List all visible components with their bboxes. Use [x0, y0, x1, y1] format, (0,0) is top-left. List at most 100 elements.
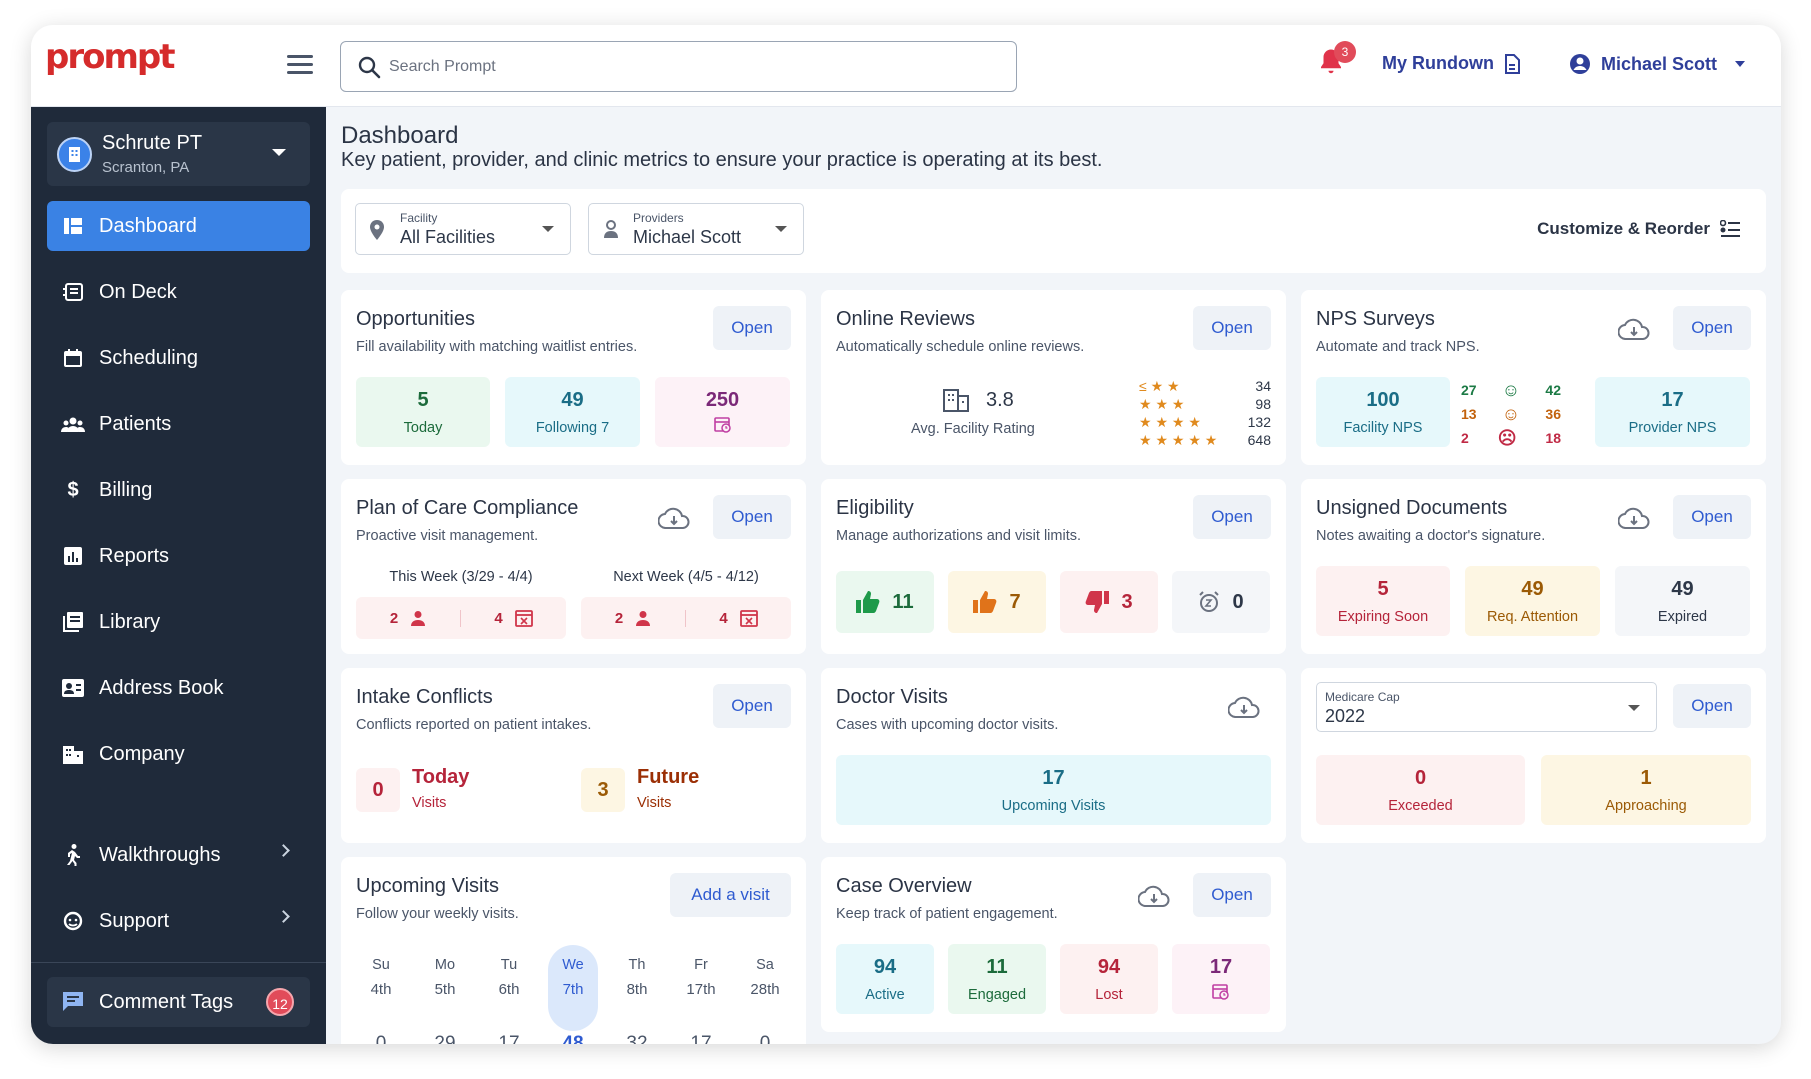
passives-row: 13 ☺ 36: [1461, 402, 1561, 426]
open-button[interactable]: Open: [1193, 495, 1271, 539]
main-content: Dashboard Key patient, provider, and cli…: [326, 107, 1781, 1044]
sidebar-item-on-deck[interactable]: On Deck: [47, 267, 310, 317]
medicare-cap-select[interactable]: Medicare Cap 2022: [1316, 682, 1657, 732]
card-title: Intake Conflicts: [356, 686, 493, 708]
next-week-tile[interactable]: 2 4: [581, 597, 791, 639]
upcoming-visits-tile[interactable]: 17 Upcoming Visits: [836, 755, 1271, 825]
clinic-location: Scranton, PA: [102, 159, 190, 176]
open-button[interactable]: Open: [713, 495, 791, 539]
facility-select-value: All Facilities: [400, 227, 496, 247]
open-button[interactable]: Open: [1673, 495, 1751, 539]
req-attention-tile[interactable]: 49 Req. Attention: [1465, 566, 1600, 636]
comment-tags-count-badge: 12: [266, 988, 294, 1016]
sidebar-item-support[interactable]: Support: [47, 896, 310, 946]
today-conflicts-count[interactable]: 0: [356, 768, 400, 812]
calendar-clock-icon: [1212, 984, 1229, 1000]
sidebar-item-dashboard[interactable]: Dashboard: [47, 201, 310, 251]
lost-tile[interactable]: 94 Lost: [1060, 944, 1158, 1014]
day-column[interactable]: Fr 17th 17: [676, 945, 726, 1044]
day-column-current[interactable]: We 7th 48: [548, 945, 598, 1044]
approaching-tile[interactable]: 1 Approaching: [1541, 755, 1751, 825]
future-conflicts-label: Future: [637, 766, 700, 788]
tile-label: Upcoming Visits: [1001, 798, 1106, 814]
engaged-tile[interactable]: 11 Engaged: [948, 944, 1046, 1014]
cloud-download-icon[interactable]: [1618, 507, 1650, 529]
day-column[interactable]: Sa 28th 0: [740, 945, 790, 1044]
sidebar-item-library[interactable]: Library: [47, 597, 310, 647]
comment-tags-button[interactable]: Comment Tags 12: [47, 977, 310, 1027]
online-reviews-card: Online Reviews Automatically schedule on…: [821, 290, 1286, 465]
pending-tile[interactable]: 0: [1172, 571, 1270, 633]
filter-bar: Facility All Facilities Providers Michae…: [341, 189, 1766, 273]
tile-value: 1: [1640, 767, 1652, 789]
day-column[interactable]: Th 8th 32: [612, 945, 662, 1044]
cloud-download-icon[interactable]: [658, 507, 690, 529]
menu-icon[interactable]: [287, 55, 313, 75]
prompt-logo[interactable]: prompt: [45, 37, 175, 77]
open-button[interactable]: Open: [1193, 873, 1271, 917]
user-avatar-icon: [1570, 54, 1590, 74]
cloud-download-icon[interactable]: [1138, 885, 1170, 907]
sidebar-item-billing[interactable]: $ Billing: [47, 465, 310, 515]
eligibility-card: Eligibility Manage authorizations and vi…: [821, 479, 1286, 654]
sidebar-item-company[interactable]: Company: [47, 729, 310, 779]
facility-nps-tile[interactable]: 100 Facility NPS: [1316, 377, 1450, 447]
on-deck-icon: [47, 283, 99, 301]
library-icon: [47, 612, 99, 632]
following-tile[interactable]: 49 Following 7: [505, 377, 640, 447]
sidebar-item-reports[interactable]: Reports: [47, 531, 310, 581]
providers-select[interactable]: Providers Michael Scott: [588, 203, 804, 255]
tile-label: Approaching: [1605, 798, 1687, 814]
passives-facility: 13: [1461, 406, 1477, 422]
search-box[interactable]: [340, 41, 1017, 92]
providers-select-label: Providers: [633, 211, 684, 225]
cloud-download-icon[interactable]: [1228, 696, 1260, 718]
card-subtitle: Manage authorizations and visit limits.: [836, 528, 1082, 544]
day-count: 0: [759, 1033, 771, 1044]
warning-tile[interactable]: 7: [948, 571, 1046, 633]
open-button[interactable]: Open: [1193, 306, 1271, 350]
promoters-row: 27 ☺ 42: [1461, 378, 1561, 402]
star-icons: ★ ★ ★ ★: [1139, 414, 1201, 430]
list-settings-icon: [1720, 220, 1740, 237]
clinic-selector[interactable]: Schrute PT Scranton, PA: [47, 122, 310, 186]
search-input[interactable]: [389, 54, 989, 80]
open-button[interactable]: Open: [713, 306, 791, 350]
notifications-button[interactable]: 3: [1316, 41, 1356, 83]
active-tile[interactable]: 94 Active: [836, 944, 934, 1014]
day-count: 32: [626, 1033, 648, 1044]
support-icon: [47, 911, 99, 931]
chevron-down-icon: [1628, 705, 1640, 711]
user-menu[interactable]: Michael Scott: [1569, 53, 1746, 75]
customize-reorder-button[interactable]: Customize & Reorder: [1537, 219, 1740, 239]
day-column[interactable]: Su 4th 0: [356, 945, 406, 1044]
waitlist-tile[interactable]: 250: [655, 377, 790, 447]
open-button[interactable]: Open: [1673, 684, 1751, 728]
ineligible-tile[interactable]: 3: [1060, 571, 1158, 633]
future-conflicts-count[interactable]: 3: [581, 768, 625, 812]
sidebar-item-patients[interactable]: Patients: [47, 399, 310, 449]
scheduled-tile[interactable]: 17: [1172, 944, 1270, 1014]
this-week-tile[interactable]: 2 4: [356, 597, 566, 639]
add-visit-button[interactable]: Add a visit: [670, 873, 791, 917]
sidebar-item-address-book[interactable]: Address Book: [47, 663, 310, 713]
cloud-download-icon[interactable]: [1618, 318, 1650, 340]
expired-tile[interactable]: 49 Expired: [1615, 566, 1750, 636]
day-column[interactable]: Mo 5th 29: [420, 945, 470, 1044]
exceeded-tile[interactable]: 0 Exceeded: [1316, 755, 1525, 825]
sidebar-item-scheduling[interactable]: Scheduling: [47, 333, 310, 383]
facility-select[interactable]: Facility All Facilities: [355, 203, 571, 255]
my-rundown-link[interactable]: My Rundown: [1382, 53, 1520, 74]
eligible-tile[interactable]: 11: [836, 571, 934, 633]
today-conflicts-label: Today: [412, 766, 470, 788]
provider-nps-tile[interactable]: 17 Provider NPS: [1595, 377, 1750, 447]
open-button[interactable]: Open: [1673, 306, 1751, 350]
day-column[interactable]: Tu 6th 17: [484, 945, 534, 1044]
expiring-soon-tile[interactable]: 5 Expiring Soon: [1316, 566, 1450, 636]
card-title: Unsigned Documents: [1316, 497, 1508, 519]
walk-icon: [47, 844, 99, 866]
card-title: Plan of Care Compliance: [356, 497, 579, 519]
today-tile[interactable]: 5 Today: [356, 377, 490, 447]
sidebar-item-walkthroughs[interactable]: Walkthroughs: [47, 830, 310, 880]
open-button[interactable]: Open: [713, 684, 791, 728]
